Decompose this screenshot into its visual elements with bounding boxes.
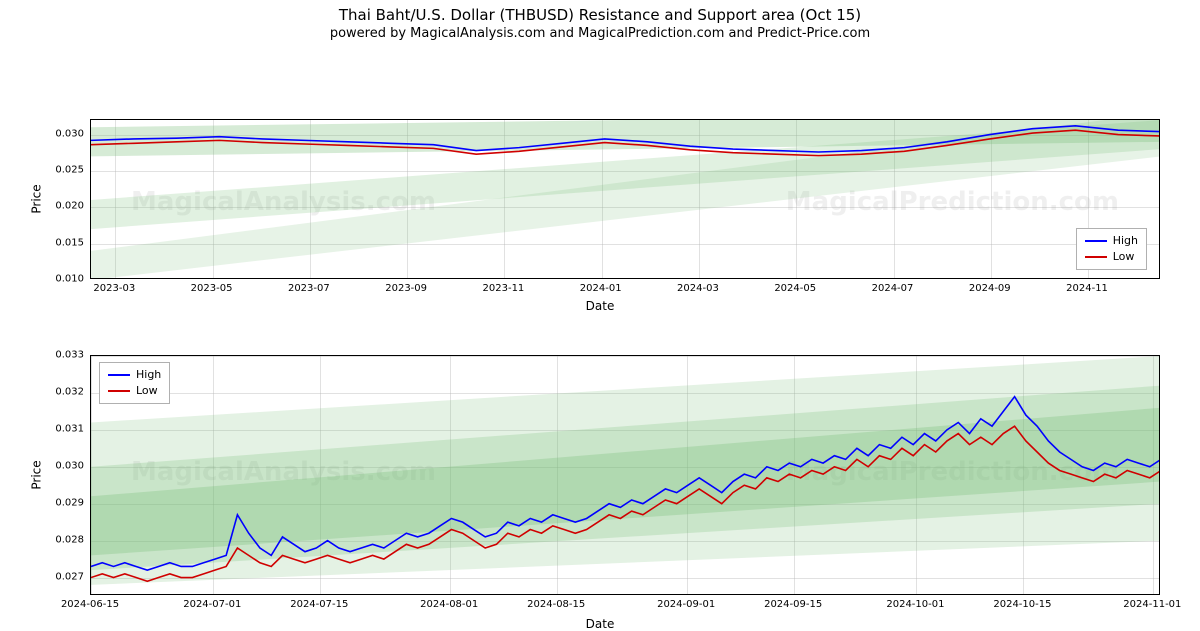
xtick-label: 2023-05 xyxy=(191,283,233,294)
xtick-label: 2024-03 xyxy=(677,283,719,294)
chart-2-plot: MagicalAnalysis.comMagicalPrediction.com… xyxy=(90,355,1160,595)
ytick-label: 0.020 xyxy=(40,201,84,212)
ytick-label: 0.030 xyxy=(40,128,84,139)
xtick-label: 2024-09 xyxy=(969,283,1011,294)
legend-item-high: High xyxy=(108,367,161,383)
legend-item-low: Low xyxy=(108,383,161,399)
xtick-label: 2023-11 xyxy=(483,283,525,294)
legend: HighLow xyxy=(99,362,170,404)
figure-container: Thai Baht/U.S. Dollar (THBUSD) Resistanc… xyxy=(0,0,1200,600)
ytick-label: 0.032 xyxy=(40,386,84,397)
ytick-label: 0.025 xyxy=(40,164,84,175)
xtick-label: 2023-09 xyxy=(385,283,427,294)
xtick-label: 2024-08-01 xyxy=(420,599,478,610)
chart-svg xyxy=(91,356,1160,595)
legend-item-low: Low xyxy=(1085,249,1138,265)
figure-title: Thai Baht/U.S. Dollar (THBUSD) Resistanc… xyxy=(0,0,1200,24)
xtick-label: 2024-09-15 xyxy=(764,599,822,610)
legend-item-high: High xyxy=(1085,233,1138,249)
ytick-label: 0.015 xyxy=(40,237,84,248)
ytick-label: 0.033 xyxy=(40,350,84,361)
xtick-label: 2024-11-01 xyxy=(1123,599,1181,610)
xtick-label: 2024-07-01 xyxy=(183,599,241,610)
ytick-label: 0.027 xyxy=(40,571,84,582)
xtick-label: 2024-08-15 xyxy=(527,599,585,610)
xtick-label: 2024-10-15 xyxy=(993,599,1051,610)
xtick-label: 2024-10-01 xyxy=(886,599,944,610)
ytick-label: 0.029 xyxy=(40,497,84,508)
xtick-label: 2023-03 xyxy=(93,283,135,294)
figure-subtitle: powered by MagicalAnalysis.com and Magic… xyxy=(0,24,1200,45)
ytick-label: 0.030 xyxy=(40,460,84,471)
xtick-label: 2024-06-15 xyxy=(61,599,119,610)
legend: HighLow xyxy=(1076,228,1147,270)
xtick-label: 2023-07 xyxy=(288,283,330,294)
xtick-label: 2024-11 xyxy=(1066,283,1108,294)
ytick-label: 0.010 xyxy=(40,274,84,285)
chart-1-xlabel: Date xyxy=(0,299,1200,313)
chart-1-plot: MagicalAnalysis.comMagicalPrediction.com… xyxy=(90,119,1160,279)
xtick-label: 2024-05 xyxy=(774,283,816,294)
ytick-label: 0.031 xyxy=(40,423,84,434)
chart-2-xlabel: Date xyxy=(0,617,1200,631)
xtick-label: 2024-07 xyxy=(872,283,914,294)
xtick-label: 2024-07-15 xyxy=(290,599,348,610)
xtick-label: 2024-09-01 xyxy=(657,599,715,610)
xtick-label: 2024-01 xyxy=(580,283,622,294)
chart-svg xyxy=(91,120,1160,279)
ytick-label: 0.028 xyxy=(40,534,84,545)
